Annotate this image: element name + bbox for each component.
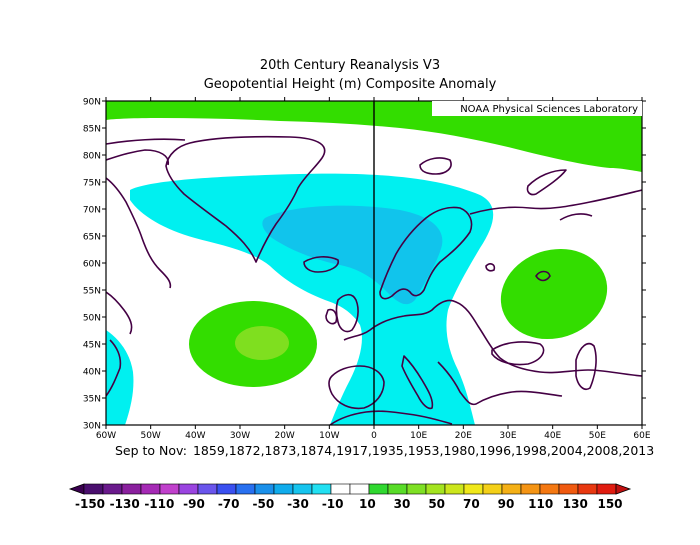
colorbar-swatch <box>235 483 256 495</box>
lon-label: 10E <box>410 431 427 441</box>
colorbar-swatch <box>140 483 161 495</box>
credit-text: NOAA Physical Sciences Laboratory <box>460 104 638 115</box>
season-label: Sep to Nov: <box>115 443 187 458</box>
colorbar-swatch <box>539 483 560 495</box>
colorbar-label: -30 <box>287 497 309 511</box>
lon-label: 50E <box>589 431 606 441</box>
colorbar-swatch <box>292 483 313 495</box>
lat-label: 85N <box>83 125 101 135</box>
credit-box <box>432 101 642 116</box>
colorbar-arrow-high <box>615 483 632 495</box>
positive-anomaly-atlantic-core <box>235 326 289 360</box>
negative-anomaly-core <box>262 205 443 305</box>
colorbar-swatch <box>330 483 351 495</box>
colorbar-label: -90 <box>183 497 205 511</box>
lon-label: 30W <box>230 431 250 441</box>
lon-label: 30E <box>499 431 516 441</box>
lat-label: 60N <box>83 260 101 270</box>
colorbar-swatch <box>273 483 294 495</box>
colorbar-label: -150 <box>75 497 105 511</box>
colorbar-label: 90 <box>498 497 515 511</box>
lat-label: 80N <box>83 152 101 162</box>
colorbar-label: 30 <box>394 497 411 511</box>
lon-label: 0 <box>371 431 377 441</box>
latitude-axis: 90N 85N 80N 75N 70N 65N 60N 55N 50N 45N 40N 35N 30N <box>83 98 646 432</box>
lon-label: 60E <box>633 431 650 441</box>
lon-label: 20W <box>274 431 294 441</box>
colorbar-swatch <box>406 483 427 495</box>
colorbar-swatch <box>178 483 199 495</box>
lat-label: 35N <box>83 395 101 405</box>
colorbar-label: -70 <box>218 497 240 511</box>
lat-label: 55N <box>83 287 101 297</box>
colorbar-swatch <box>444 483 465 495</box>
colorbar-swatch <box>387 483 408 495</box>
colorbar-label: 50 <box>428 497 445 511</box>
coastlines <box>106 135 642 425</box>
colorbar-label: -110 <box>144 497 174 511</box>
lon-label: 60W <box>96 431 116 441</box>
colorbar-label: 130 <box>563 497 588 511</box>
colorbar-swatch <box>463 483 484 495</box>
period-caption: Sep to Nov: 1859,1872,1873,1874,1917,1935… <box>115 443 660 458</box>
lat-label: 50N <box>83 314 101 324</box>
colorbar-label: 70 <box>463 497 480 511</box>
colorbar-label: -50 <box>252 497 274 511</box>
lat-label: 40N <box>83 368 101 378</box>
colorbar-swatch <box>520 483 541 495</box>
colorbar-label: -130 <box>110 497 140 511</box>
colorbar-label: -10 <box>322 497 344 511</box>
negative-anomaly-west <box>106 330 134 425</box>
colorbar-swatch <box>349 483 370 495</box>
composite-years: 1859,1872,1873,1874,1917,1935,1953,1980,… <box>192 443 655 458</box>
lon-label: 10W <box>319 431 339 441</box>
lat-label: 75N <box>83 179 101 189</box>
map-title: 20th Century Reanalysis V3 <box>259 58 441 73</box>
positive-anomaly-polar <box>106 101 642 172</box>
lon-label: 50W <box>140 431 160 441</box>
colorbar-swatch <box>425 483 446 495</box>
colorbar-swatch <box>501 483 522 495</box>
positive-anomaly-russia <box>500 248 608 340</box>
lat-label: 65N <box>83 233 101 243</box>
lon-label: 40W <box>185 431 205 441</box>
colorbar-swatch <box>216 483 237 495</box>
colorbar-swatch <box>482 483 503 495</box>
colorbar-label: 110 <box>528 497 553 511</box>
lon-label: 20E <box>455 431 472 441</box>
colorbar-arrow-low <box>68 483 85 495</box>
longitude-axis: 60W 50W 40W 30W 20W 10W 0 10E 20E 30E 40E 50E 60E <box>96 97 651 441</box>
colorbar-swatch <box>311 483 332 495</box>
colorbar-swatch <box>159 483 180 495</box>
colorbar-label: 10 <box>359 497 376 511</box>
colorbar-swatch <box>102 483 123 495</box>
lat-label: 45N <box>83 341 101 351</box>
map-subtitle: Geopotential Height (m) Composite Anomal… <box>203 77 497 92</box>
colorbar-swatch <box>121 483 142 495</box>
lat-label: 70N <box>83 206 101 216</box>
colorbar-swatch <box>197 483 218 495</box>
colorbar-swatch <box>254 483 275 495</box>
colorbar-swatch <box>558 483 579 495</box>
colorbar-swatch <box>368 483 389 495</box>
colorbar-swatch <box>596 483 617 495</box>
colorbar-swatch <box>83 483 104 495</box>
lon-label: 40E <box>544 431 561 441</box>
lat-label: 90N <box>83 98 101 108</box>
colorbar-swatch <box>577 483 598 495</box>
lat-label: 30N <box>83 422 101 432</box>
colorbar: -150 -130 -110 -90 -70 -50 -30 -10 10 30 50 70 90 110… <box>68 483 632 511</box>
colorbar-label: 150 <box>597 497 622 511</box>
